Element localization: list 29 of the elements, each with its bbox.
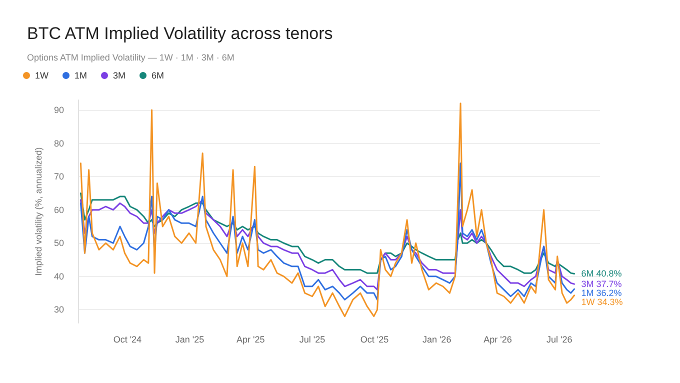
annotation: 6M 40.8%	[581, 268, 622, 279]
x-tick-label: Jan '25	[175, 334, 204, 344]
x-tick-label: Jul '26	[546, 334, 572, 344]
y-axis-title: Implied volatility (%, annualized)	[34, 147, 44, 276]
legend-label: 1W	[35, 70, 50, 80]
line-series	[80, 192, 576, 274]
chart-subtitle: Options ATM Implied Volatility — 1W · 1M · 3M · 6M	[27, 52, 234, 62]
y-tick-label: 50	[54, 238, 64, 248]
y-tick-label: 40	[54, 271, 64, 282]
legend-label: 6M	[152, 70, 164, 80]
annotation: 1W 34.3%	[581, 297, 623, 308]
chart-title: BTC ATM Implied Volatility across tenors	[27, 24, 333, 43]
y-tick-label: 30	[54, 304, 64, 315]
annotation: 1M 36.2%	[581, 288, 622, 298]
x-tick-label: Oct '24	[113, 334, 142, 344]
x-tick-label: Jan '26	[422, 334, 452, 344]
x-tick-label: Jul '25	[299, 334, 326, 344]
legend-label: 1M	[74, 70, 88, 80]
y-tick-label: 70	[54, 172, 64, 182]
y-tick-label: 90	[54, 104, 64, 115]
x-tick-label: Apr '25	[236, 334, 265, 344]
y-tick-label: 60	[54, 204, 64, 215]
x-tick-label: Apr '26	[484, 334, 512, 344]
x-tick-label: Oct '25	[360, 334, 389, 344]
line-series	[80, 162, 576, 300]
annotation: 3M 37.7%	[581, 279, 622, 290]
legend-label: 3M	[113, 70, 126, 80]
line-series	[80, 102, 576, 318]
y-tick-label: 80	[54, 138, 64, 148]
